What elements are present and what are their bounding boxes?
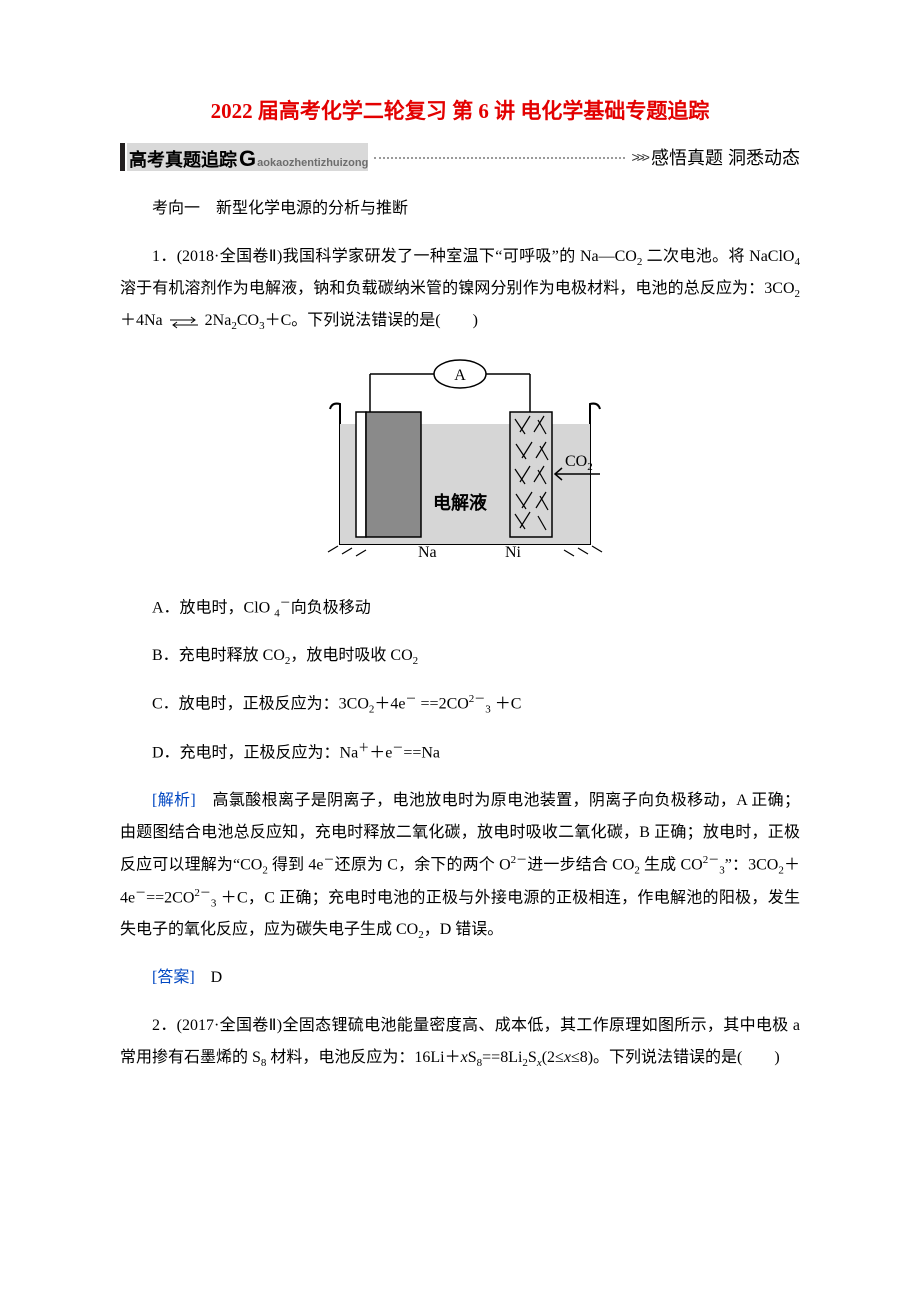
page-title: 2022 届高考化学二轮复习 第 6 讲 电化学基础专题追踪 — [120, 95, 800, 125]
q2-stem: 2．(2017·全国卷Ⅱ)全固态锂硫电池能量密度高、成本低，其工作原理如图所示，… — [120, 1010, 800, 1074]
topic-heading: 考向一 新型化学电源的分析与推断 — [120, 193, 800, 225]
electrolyte-label: 电解液 — [433, 492, 488, 513]
q1-opt-c: C．放电时，正极反应为：3CO2＋4e－ ==2CO2－3 ＋C — [120, 688, 800, 721]
q1-stem: 1．(2018·全国卷Ⅱ)我国科学家研发了一种室温下“可呼吸”的 Na—CO2 … — [120, 241, 800, 338]
q1-figure: A — [120, 354, 800, 576]
equilibrium-arrows-icon — [167, 315, 201, 329]
bar-main: 高考真题追踪 — [129, 146, 237, 172]
bar-g: G — [239, 146, 256, 172]
bar-right: 感悟真题 洞悉动态 — [651, 144, 800, 170]
q1-answer: [答案] D — [120, 962, 800, 994]
answer-label: [答案] — [152, 969, 195, 986]
section-bar: 高考真题追踪 G aokaozhentizhuizong >>> 感悟真题 洞悉… — [120, 143, 800, 171]
bar-pinyin: aokaozhentizhuizong — [257, 157, 368, 169]
na-label: Na — [418, 544, 437, 561]
ammeter-label: A — [454, 367, 466, 384]
q1-opt-b: B．充电时释放 CO2，放电时吸收 CO2 — [120, 640, 800, 672]
bar-label: 高考真题追踪 G aokaozhentizhuizong — [127, 143, 368, 171]
bar-dots — [374, 156, 625, 159]
ni-label: Ni — [505, 544, 522, 561]
q1-analysis: [解析] 高氯酸根离子是阴离子，电池放电时为原电池装置，阴离子向负极移动，A 正… — [120, 785, 800, 946]
analysis-label: [解析] — [152, 792, 196, 809]
bar-arrows: >>> — [631, 149, 647, 165]
q1-opt-d: D．充电时，正极反应为：Na＋＋e－==Na — [120, 737, 800, 769]
q1-opt-a: A．放电时，ClO 4－向负极移动 — [120, 592, 800, 625]
bar-accent — [120, 143, 125, 171]
